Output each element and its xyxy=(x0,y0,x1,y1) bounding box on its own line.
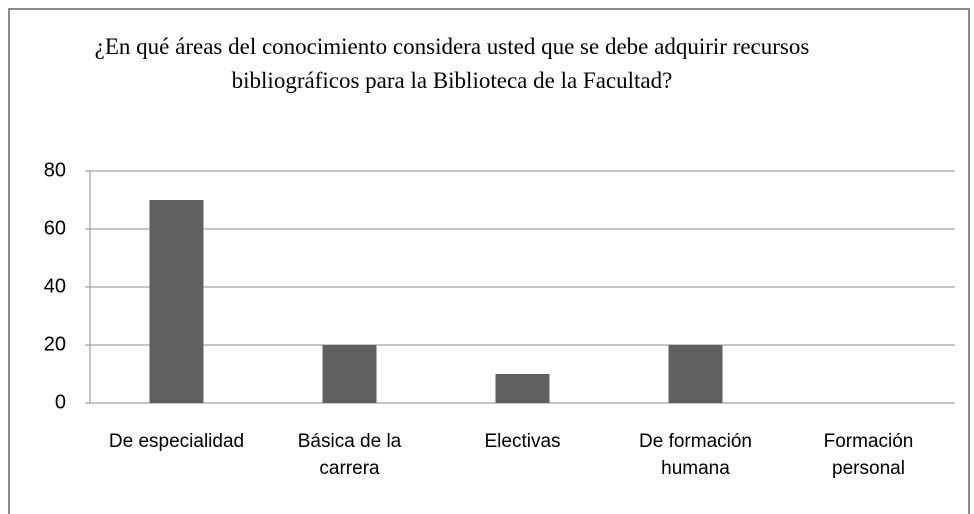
x-tick-label: Electivas xyxy=(484,431,561,452)
bar xyxy=(668,345,723,403)
chart-border xyxy=(8,8,970,514)
x-tick-label: De formación humana xyxy=(639,431,752,479)
chart-title: ¿En qué áreas del conocimiento considera… xyxy=(94,34,810,93)
y-tick-label: 0 xyxy=(55,391,66,413)
bar xyxy=(322,345,377,403)
bar xyxy=(495,374,550,403)
y-tick-label: 40 xyxy=(44,275,66,297)
x-tick-label: De especialidad xyxy=(108,431,245,452)
y-tick-label: 20 xyxy=(44,333,66,355)
x-tick-label: Formación personal xyxy=(823,431,914,479)
x-tick-label: Básica de la carrera xyxy=(297,431,402,479)
bar xyxy=(149,200,204,403)
y-tick-label: 60 xyxy=(44,217,66,239)
y-tick-label: 80 xyxy=(44,159,66,181)
